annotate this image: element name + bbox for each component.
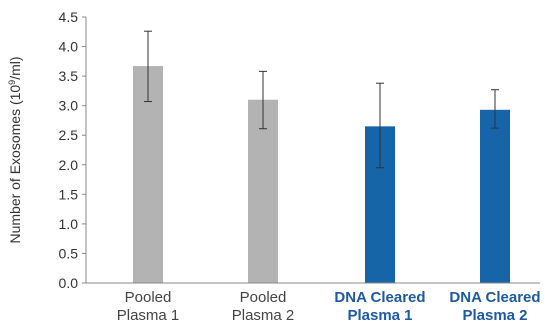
x-category-label: Plasma 1 (347, 307, 412, 324)
bar (248, 99, 278, 283)
x-category-label: DNA Cleared (449, 289, 540, 306)
bar (480, 109, 510, 283)
y-tick-label: 0.5 (59, 245, 79, 261)
x-category-label: Plasma 1 (117, 307, 180, 324)
y-tick-label: 3.0 (59, 98, 79, 114)
error-bars (144, 30, 499, 169)
y-tick-label: 2.5 (59, 127, 79, 143)
x-category-label: Plasma 2 (462, 307, 527, 324)
x-category-label: Pooled (240, 289, 287, 306)
y-tick-label: 1.5 (59, 186, 79, 202)
y-tick-label: 2.0 (59, 157, 79, 173)
y-tick-label: 4.0 (59, 39, 79, 55)
bars (133, 66, 510, 283)
y-tick-label: 4.5 (59, 9, 79, 25)
y-axis: 0.0 0.5 1.0 1.5 2.0 2.5 3.0 3.5 4.0 4.5 (59, 9, 87, 291)
x-category-label: DNA Cleared (334, 289, 425, 306)
y-tick-label: 1.0 (59, 216, 79, 232)
x-category-label: Pooled (125, 289, 172, 306)
y-axis-label-suffix: /ml) (7, 56, 23, 79)
y-tick-label: 3.5 (59, 68, 79, 84)
y-axis-label-main: Number of Exosomes (10 (7, 85, 23, 244)
y-axis-label-sup: 9 (7, 80, 17, 85)
bar (133, 66, 163, 283)
x-category-label: Plasma 2 (232, 307, 295, 324)
y-axis-label: Number of Exosomes (109/ml) (7, 56, 23, 243)
y-tick-label: 0.0 (59, 275, 79, 291)
